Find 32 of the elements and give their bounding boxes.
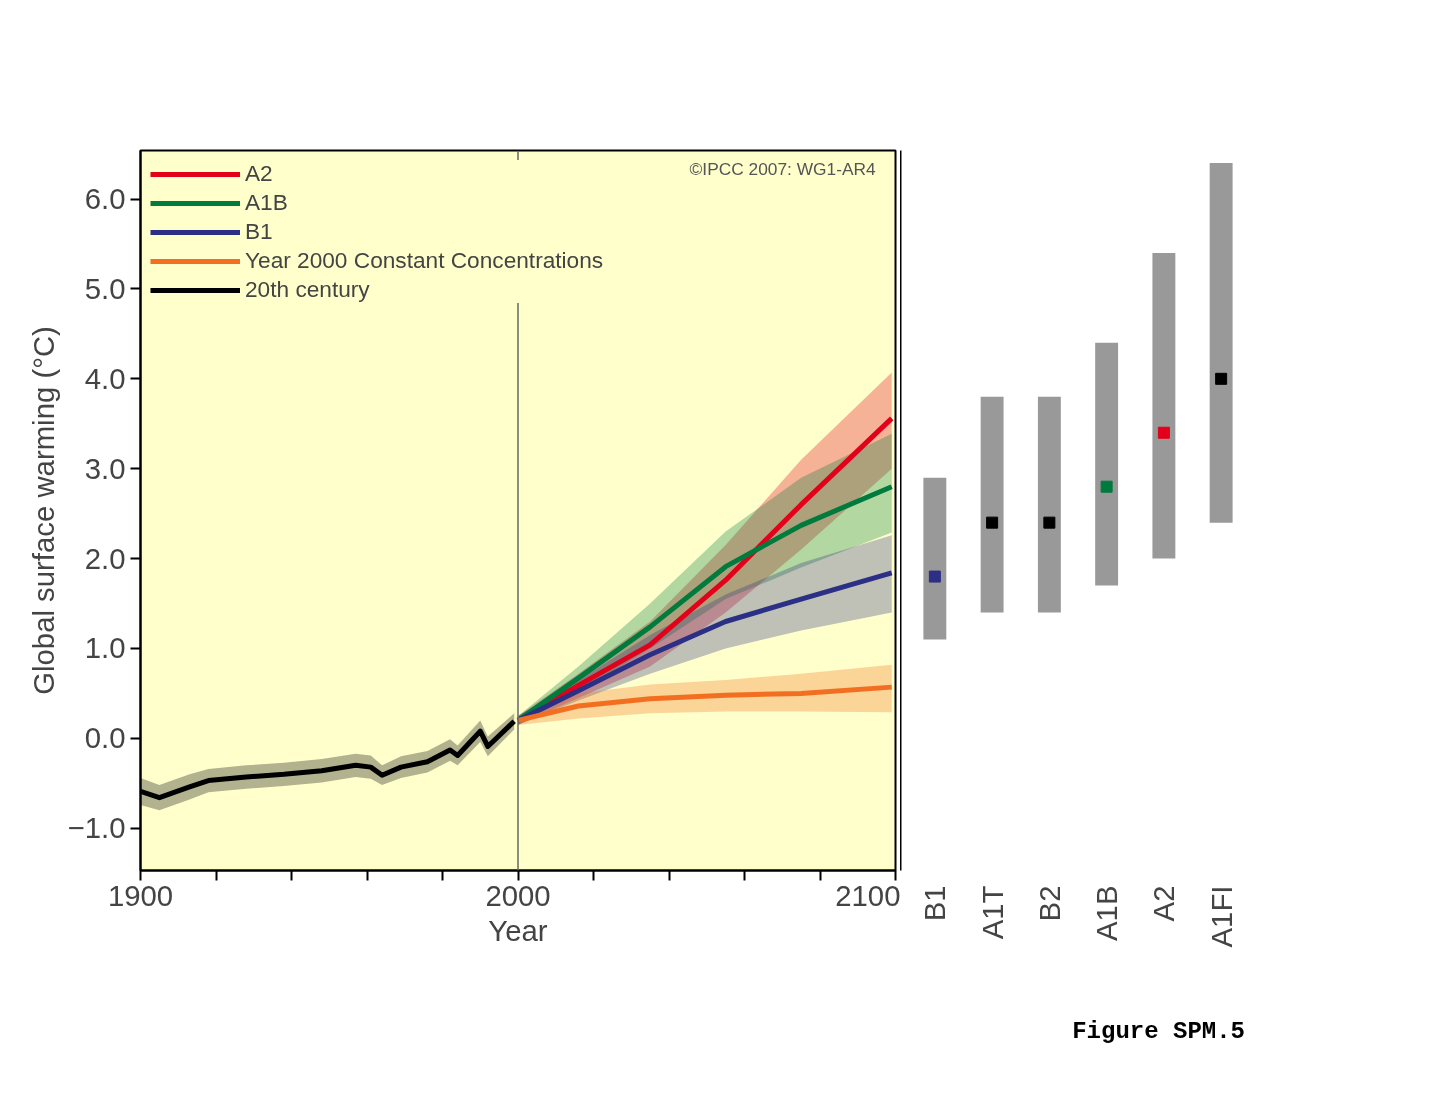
legend-label: 20th century: [245, 276, 370, 303]
bar: [1152, 252, 1176, 559]
legend-label: B1: [245, 218, 273, 245]
y-axis-title: Global surface warming (°C): [26, 326, 60, 695]
text: Figure SPM.5: [1072, 1017, 1245, 1047]
y-tick-label: 6.0: [84, 182, 126, 216]
x-tick-label: A2: [1147, 885, 1181, 922]
y-tick-label: 4.0: [84, 361, 126, 395]
y-tick-label: 1.0: [84, 631, 126, 665]
bar: [1095, 342, 1119, 586]
x-axis-title: Year: [488, 913, 548, 947]
y-tick-label: 0.0: [84, 721, 126, 755]
x-tick-label: 1900: [107, 878, 174, 912]
bar: [1037, 396, 1061, 613]
x-tick-label: A1B: [1090, 885, 1124, 941]
y-tick-label: 3.0: [84, 451, 126, 485]
legend-label: A1B: [245, 189, 288, 216]
y-tick-label: 5.0: [84, 271, 126, 305]
legend-label: A2: [245, 160, 273, 187]
x-tick-label: 2100: [835, 878, 901, 912]
annotation: ©IPCC 2007: WG1-AR4: [689, 158, 877, 179]
x-tick-label: B2: [1032, 885, 1066, 922]
x-tick-label: 2000: [485, 878, 551, 912]
legend-label: Year 2000 Constant Concentrations: [245, 247, 604, 274]
y-tick-label: 2.0: [84, 541, 126, 575]
x-tick-label: B1: [918, 885, 952, 922]
x-tick-label: A1T: [975, 885, 1009, 940]
bar: [923, 477, 947, 640]
bar: [1209, 163, 1233, 523]
y-tick-label: −1.0: [67, 811, 126, 845]
x-tick-label: A1FI: [1204, 885, 1238, 948]
bar: [980, 396, 1004, 613]
